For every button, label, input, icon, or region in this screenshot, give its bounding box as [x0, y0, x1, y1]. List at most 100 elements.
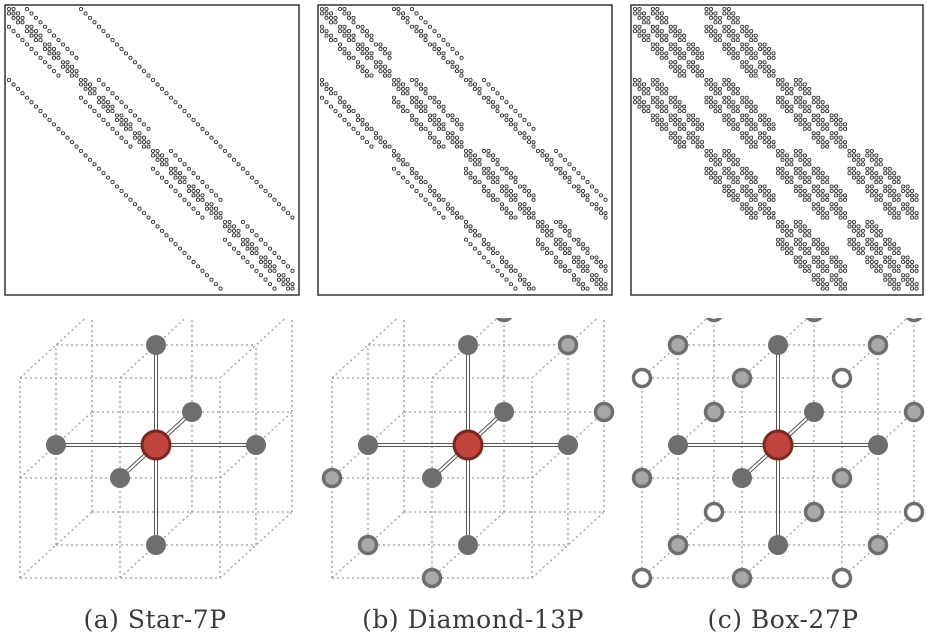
neighbor-point	[903, 501, 925, 523]
matrix-nonzero	[682, 69, 687, 74]
matrix-nonzero	[290, 215, 295, 220]
matrix-nonzero	[713, 15, 718, 20]
matrix-nonzero	[535, 219, 541, 225]
matrix-nonzero	[789, 86, 794, 91]
matrix-nonzero	[119, 188, 124, 193]
matrix-nonzero	[562, 171, 568, 176]
matrix-nonzero	[896, 264, 901, 269]
matrix-nonzero	[731, 38, 736, 43]
matrix-nonzero	[558, 153, 563, 158]
matrix-nonzero	[655, 46, 660, 51]
matrix-nonzero	[603, 215, 608, 220]
matrix-nonzero	[418, 86, 424, 91]
matrix-nonzero	[459, 140, 464, 145]
matrix-nonzero	[319, 77, 325, 83]
matrix-nonzero	[767, 211, 772, 216]
matrix-nonzero	[450, 206, 455, 211]
matrix-nonzero	[807, 157, 812, 162]
matrix-nonzero	[798, 193, 803, 198]
matrix-nonzero	[798, 77, 803, 83]
matrix-nonzero	[829, 131, 834, 136]
matrix-nonzero	[369, 144, 374, 149]
matrix-nonzero	[441, 126, 446, 131]
matrix-nonzero	[731, 100, 736, 105]
matrix-nonzero	[472, 157, 478, 162]
matrix-nonzero	[222, 148, 228, 154]
matrix-nonzero	[195, 188, 201, 193]
matrix-nonzero	[834, 259, 839, 264]
matrix-nonzero	[360, 117, 365, 122]
matrix-nonzero	[780, 104, 785, 109]
matrix-nonzero	[508, 215, 514, 220]
matrix-nonzero	[695, 117, 700, 122]
matrix-nonzero	[477, 180, 482, 185]
matrix-nonzero	[562, 175, 568, 180]
matrix-nonzero	[155, 148, 160, 154]
matrix-nonzero	[96, 100, 102, 105]
matrix-nonzero	[910, 264, 915, 269]
matrix-nonzero	[646, 15, 651, 20]
matrix-nonzero	[468, 82, 473, 87]
matrix-nonzero	[780, 228, 785, 233]
matrix-nonzero	[123, 117, 129, 122]
matrix-nonzero	[731, 104, 736, 109]
matrix-nonzero	[168, 95, 174, 100]
matrix-nonzero	[535, 148, 541, 154]
matrix-nonzero	[708, 166, 714, 171]
matrix-nonzero	[753, 73, 758, 78]
matrix-nonzero	[708, 104, 714, 109]
matrix-nonzero	[445, 131, 451, 136]
matrix-nonzero	[834, 282, 839, 287]
matrix-nonzero	[798, 237, 803, 242]
matrix-nonzero	[842, 286, 848, 291]
matrix-nonzero	[168, 237, 174, 242]
matrix-nonzero	[490, 153, 496, 158]
matrix-nonzero	[677, 51, 682, 56]
matrix-nonzero	[400, 11, 406, 16]
matrix-nonzero	[744, 33, 749, 38]
matrix-nonzero	[744, 166, 749, 171]
matrix-nonzero	[11, 11, 16, 16]
matrix-nonzero	[92, 162, 97, 167]
grid-line	[219, 511, 293, 579]
matrix-nonzero	[874, 268, 879, 273]
matrix-nonzero	[731, 162, 736, 167]
matrix-nonzero	[571, 273, 577, 278]
matrix-nonzero	[360, 42, 365, 47]
matrix-nonzero	[717, 86, 722, 91]
matrix-nonzero	[391, 82, 397, 87]
matrix-nonzero	[646, 33, 651, 38]
matrix-nonzero	[735, 55, 740, 60]
matrix-nonzero	[758, 188, 763, 193]
matrix-nonzero	[567, 162, 572, 167]
matrix-nonzero	[722, 82, 727, 87]
matrix-nonzero	[508, 197, 514, 202]
matrix-nonzero	[820, 122, 825, 127]
matrix-nonzero	[664, 126, 669, 131]
matrix-nonzero	[263, 259, 268, 264]
matrix-nonzero	[87, 157, 93, 162]
matrix-nonzero	[842, 215, 848, 220]
matrix-nonzero	[495, 180, 500, 185]
matrix-nonzero	[101, 29, 106, 34]
matrix-nonzero	[558, 171, 563, 176]
matrix-nonzero	[717, 104, 722, 109]
matrix-nonzero	[558, 264, 563, 269]
matrix-nonzero	[887, 211, 892, 216]
matrix-nonzero	[236, 251, 241, 256]
matrix-nonzero	[820, 109, 825, 114]
matrix-nonzero	[825, 180, 830, 185]
matrix-nonzero	[580, 246, 586, 251]
matrix-nonzero	[544, 228, 550, 233]
matrix-nonzero	[74, 55, 79, 60]
matrix-nonzero	[798, 259, 803, 264]
matrix-nonzero	[910, 193, 915, 198]
matrix-nonzero	[802, 162, 807, 167]
matrix-nonzero	[558, 166, 563, 171]
matrix-nonzero	[838, 259, 843, 264]
matrix-nonzero	[168, 184, 174, 189]
matrix-nonzero	[695, 69, 700, 74]
matrix-nonzero	[540, 224, 545, 229]
matrix-nonzero	[744, 135, 749, 140]
matrix-nonzero	[825, 211, 830, 216]
